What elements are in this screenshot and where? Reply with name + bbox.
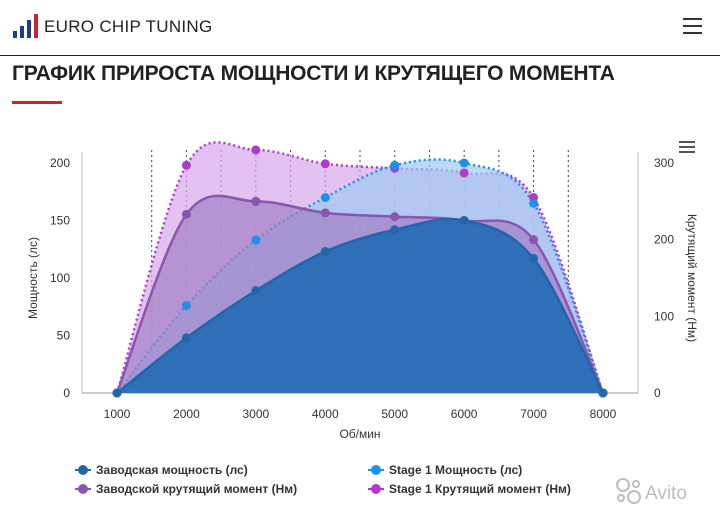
right-tick-label: 200 [654,233,674,247]
right-axis-title: Крутящий момент (Нм) [685,214,699,342]
data-point [181,301,191,311]
data-point [459,158,469,168]
left-tick-label: 0 [63,386,70,400]
data-point [529,198,539,208]
x-tick-label: 3000 [243,407,270,421]
x-tick-label: 8000 [590,407,617,421]
title-underline [12,101,62,104]
x-tick-label: 5000 [381,407,408,421]
data-point [320,193,330,202]
legend-label: Stage 1 Крутящий момент (Нм) [389,482,571,496]
legend-marker [78,484,88,494]
left-tick-label: 100 [50,271,70,285]
right-tick-label: 300 [654,156,674,170]
legend-marker [371,465,381,475]
data-point [251,196,261,206]
chart-menu-icon[interactable] [679,141,695,155]
x-tick-label: 2000 [173,407,200,421]
legend-marker [371,484,381,494]
data-point [320,208,330,218]
data-point [181,333,191,343]
page-title: ГРАФИК ПРИРОСТА МОЩНОСТИ И КРУТЯЩЕГО МОМ… [12,62,615,85]
x-axis-title: Об/мин [339,427,380,441]
data-point [251,145,261,155]
data-point [598,388,608,398]
legend-marker [78,465,88,475]
left-tick-label: 50 [57,329,71,343]
x-tick-label: 1000 [104,407,131,421]
data-point [459,168,469,178]
data-point [390,212,400,222]
data-point [390,160,400,170]
data-point [251,286,261,296]
left-axis-title: Мощность (лс) [26,237,40,319]
site-header: EURO CHIP TUNING [0,0,720,56]
data-point [181,209,191,219]
hamburger-menu-icon[interactable] [683,18,702,35]
data-point [112,388,122,398]
data-point [320,159,330,169]
data-point [181,160,191,170]
brand-name[interactable]: EURO CHIP TUNING [44,17,213,36]
data-point [320,247,330,257]
avito-logo-icon: Avito [616,478,687,504]
data-point [251,235,261,245]
watermark-text: Avito [645,483,687,504]
legend-label: Stage 1 Мощность (лс) [389,463,522,477]
left-tick-label: 200 [50,156,70,170]
left-tick-label: 150 [50,214,70,228]
right-tick-label: 100 [654,309,674,323]
data-point [529,253,539,263]
x-tick-label: 7000 [520,407,547,421]
data-point [529,235,539,245]
legend-label: Заводской крутящий момент (Нм) [96,482,297,496]
legend-label: Заводская мощность (лс) [96,463,248,477]
series-area-3 [117,219,603,393]
bar-chart-logo-icon[interactable] [12,13,38,39]
data-point [390,225,400,235]
series-line-0 [115,141,605,394]
x-tick-label: 4000 [312,407,339,421]
right-tick-label: 0 [654,386,661,400]
x-tick-label: 6000 [451,407,478,421]
data-point [459,216,469,225]
series-line-1 [116,158,605,394]
